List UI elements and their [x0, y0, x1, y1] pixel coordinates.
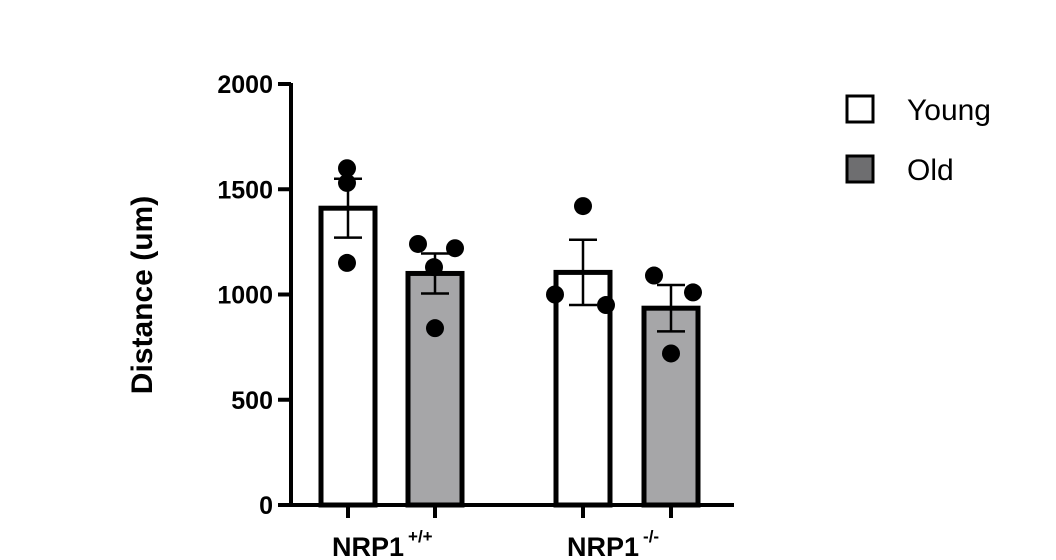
legend-swatch-old: [845, 154, 875, 184]
legend-swatch-young: [845, 94, 875, 124]
category-label-superscript: +/+: [408, 527, 433, 546]
y-axis-title: Distance (um): [126, 196, 159, 394]
bars: [318, 205, 701, 508]
y-tick-label: 1000: [217, 282, 273, 310]
error-bars: [334, 177, 685, 333]
legend-label-old: Old: [907, 154, 954, 187]
bar-old: [405, 270, 465, 508]
category-label: NRP1 +/+: [332, 527, 433, 560]
data-point: [684, 283, 702, 302]
legend-label-young: Young: [907, 94, 991, 127]
data-point: [425, 258, 443, 277]
data-point: [546, 285, 564, 304]
data-point: [338, 253, 356, 272]
y-axis: 0 500 1000 1500 2000: [217, 71, 293, 520]
y-tick-label: 0: [259, 492, 273, 520]
x-axis: NRP1 +/+ NRP1 -/-: [289, 503, 734, 560]
data-point: [446, 239, 464, 258]
y-tick-label: 500: [231, 387, 273, 415]
data-point: [426, 319, 444, 338]
category-label-base: NRP1: [332, 532, 404, 560]
data-point: [338, 173, 356, 192]
data-point: [645, 266, 663, 285]
legend: Young Old: [845, 94, 991, 187]
bar-old: [641, 305, 701, 508]
category-label-base: NRP1: [567, 532, 639, 560]
data-points: [338, 159, 702, 363]
y-tick-label: 2000: [217, 71, 273, 99]
bar-young: [318, 205, 378, 508]
data-point: [662, 344, 680, 363]
data-point: [574, 197, 592, 216]
data-point: [597, 296, 615, 315]
category-label-superscript: -/-: [643, 527, 659, 546]
y-tick-label: 1500: [217, 176, 273, 204]
data-point: [338, 159, 356, 178]
category-label: NRP1 -/-: [567, 527, 659, 560]
data-point: [409, 234, 427, 253]
